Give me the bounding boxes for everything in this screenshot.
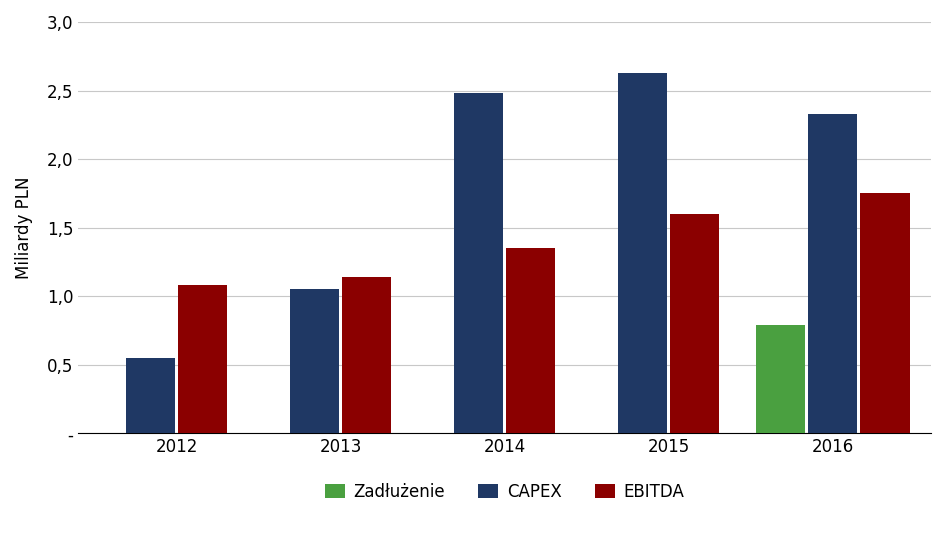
- Bar: [756, 325, 805, 433]
- Y-axis label: Miliardy PLN: Miliardy PLN: [15, 176, 33, 279]
- Bar: [342, 277, 392, 433]
- Bar: [618, 73, 667, 433]
- Bar: [861, 193, 910, 433]
- Bar: [671, 214, 720, 433]
- Bar: [454, 94, 503, 433]
- Bar: [506, 248, 555, 433]
- Bar: [289, 290, 339, 433]
- Bar: [808, 114, 857, 433]
- Legend: Zadłużenie, CAPEX, EBITDA: Zadłużenie, CAPEX, EBITDA: [319, 476, 691, 507]
- Bar: [178, 286, 227, 433]
- Bar: [126, 358, 175, 433]
